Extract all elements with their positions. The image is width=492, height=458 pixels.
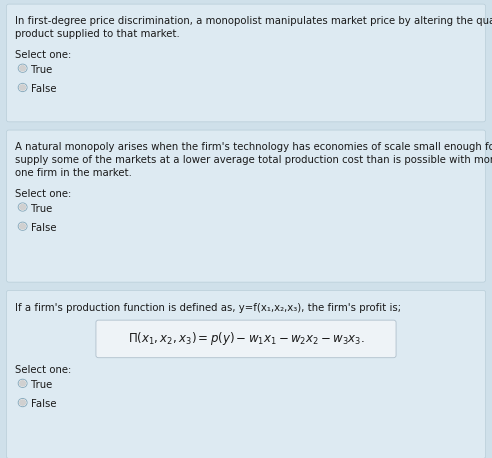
FancyBboxPatch shape <box>6 290 486 458</box>
Text: In first-degree price discrimination, a monopolist manipulates market price by a: In first-degree price discrimination, a … <box>15 16 492 27</box>
Circle shape <box>20 381 26 386</box>
Text: Select one:: Select one: <box>15 50 71 60</box>
Circle shape <box>18 222 27 230</box>
FancyBboxPatch shape <box>6 130 486 282</box>
Circle shape <box>18 398 27 407</box>
Circle shape <box>20 400 26 405</box>
Text: supply some of the markets at a lower average total production cost than is poss: supply some of the markets at a lower av… <box>15 155 492 165</box>
Circle shape <box>18 83 27 92</box>
Circle shape <box>20 224 26 229</box>
Circle shape <box>18 379 27 387</box>
Text: True: True <box>31 204 52 214</box>
Text: False: False <box>31 223 57 233</box>
Text: True: True <box>31 380 52 390</box>
Text: Select one:: Select one: <box>15 365 71 376</box>
Text: $\Pi(x_1,x_2,x_3) = p(y) - w_1x_1 - w_2x_2 - w_3x_3.$: $\Pi(x_1,x_2,x_3) = p(y) - w_1x_1 - w_2x… <box>128 330 364 348</box>
Text: False: False <box>31 84 57 94</box>
FancyBboxPatch shape <box>96 320 396 358</box>
Text: A natural monopoly arises when the firm's technology has economies of scale smal: A natural monopoly arises when the firm'… <box>15 142 492 153</box>
FancyBboxPatch shape <box>6 4 486 122</box>
Text: True: True <box>31 65 52 75</box>
Circle shape <box>20 65 26 71</box>
Circle shape <box>20 204 26 210</box>
Text: one firm in the market.: one firm in the market. <box>15 168 132 178</box>
Text: Select one:: Select one: <box>15 189 71 199</box>
Circle shape <box>20 85 26 90</box>
Circle shape <box>18 64 27 72</box>
Text: False: False <box>31 399 57 409</box>
Circle shape <box>18 203 27 211</box>
Text: product supplied to that market.: product supplied to that market. <box>15 29 180 39</box>
Text: If a firm's production function is defined as, y=f(x₁,x₂,x₃), the firm's profit : If a firm's production function is defin… <box>15 303 401 313</box>
